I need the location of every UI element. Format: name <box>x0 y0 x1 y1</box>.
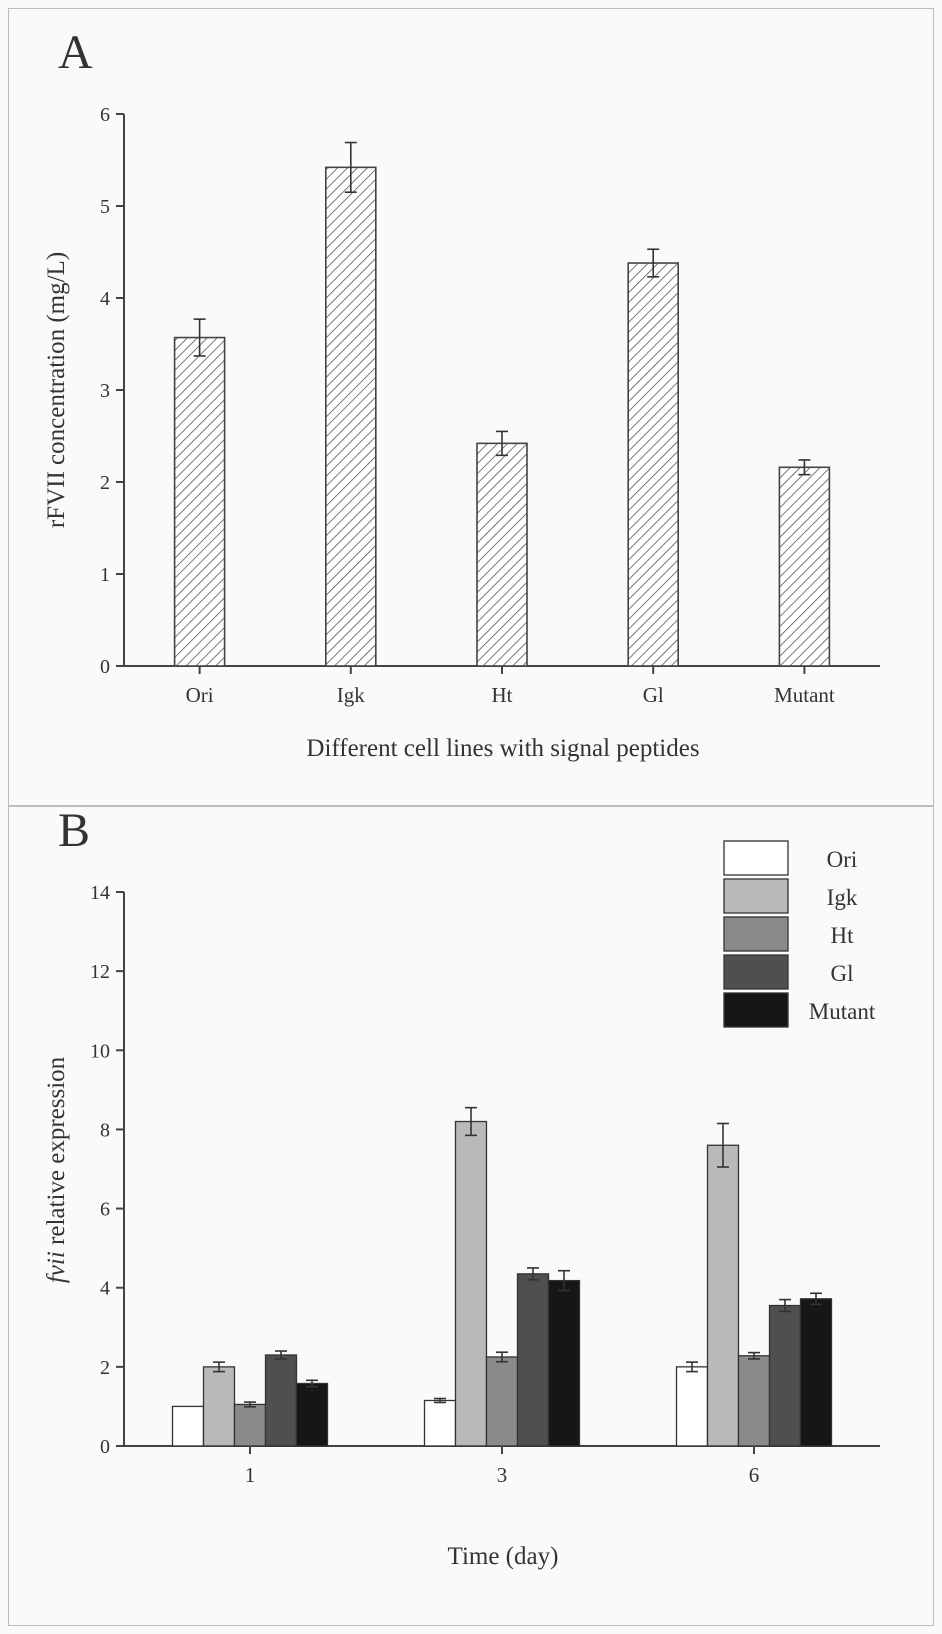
legend-label-ori: Ori <box>827 847 858 872</box>
panel-a-x-tick-label: Mutant <box>774 683 835 707</box>
panel-b-bar-ht-day-6 <box>737 1355 771 1447</box>
panel-a-y-tick-label: 0 <box>100 656 110 678</box>
panel-b-y-axis-title-rest: relative expression <box>43 1056 70 1251</box>
panel-b-y-tick-label: 12 <box>90 961 110 983</box>
panel-b-x-tick-label: 6 <box>749 1463 760 1487</box>
panel-a-x-axis-title: Different cell lines with signal peptide… <box>306 735 699 762</box>
panel-b-bar-igk-day-3 <box>454 1120 488 1447</box>
panel-a-x-tick-label: Gl <box>643 683 664 707</box>
panel-b-bar-ht-day-1 <box>233 1403 267 1447</box>
panel-a-y-tick-label: 6 <box>100 104 110 126</box>
panel-b-bar-mutant-day-3 <box>547 1279 581 1447</box>
legend-label-igk: Igk <box>827 885 858 910</box>
legend-swatch-mutant <box>723 992 789 1028</box>
panel-a-x-tick-label: Ht <box>492 683 513 707</box>
panel-b-bar-igk-day-6 <box>706 1144 740 1447</box>
legend-label-gl: Gl <box>831 961 854 986</box>
panel-b-y-tick-label: 2 <box>100 1357 110 1379</box>
legend-swatch-igk <box>723 878 789 914</box>
panel-b-x-tick-label: 3 <box>497 1463 508 1487</box>
panel-a-bar-igk <box>324 166 377 667</box>
panel-b-y-tick-label: 6 <box>100 1199 110 1221</box>
panel-a-bar-ht <box>476 442 528 667</box>
panel-b <box>8 806 934 1626</box>
panel-a <box>8 8 934 806</box>
panel-a-y-tick-label: 2 <box>100 472 110 494</box>
panel-b-y-axis-title: fvii relative expression <box>43 1056 70 1283</box>
panel-b-bar-mutant-day-6 <box>799 1298 833 1447</box>
panel-b-bar-igk-day-1 <box>202 1366 236 1447</box>
panel-b-x-axis-title: Time (day) <box>448 1543 559 1570</box>
panel-a-y-tick-label: 5 <box>100 196 110 218</box>
panel-a-x-tick-label: Igk <box>337 683 365 707</box>
panel-b-bar-ori-day-6 <box>675 1366 709 1447</box>
panel-b-x-tick-label: 1 <box>245 1463 256 1487</box>
panel-a-y-tick-label: 4 <box>100 288 110 310</box>
panel-b-y-tick-label: 10 <box>90 1040 110 1062</box>
legend-label-mutant: Mutant <box>809 999 876 1024</box>
panel-b-y-tick-label: 8 <box>100 1119 110 1141</box>
legend-swatch-gl <box>723 954 789 990</box>
panel-a-plot: 0 1 2 3 4 5 6 Ori Igk Ht Gl Mutant <box>100 104 880 707</box>
legend-swatch-ht <box>723 916 789 952</box>
legend-label-ht: Ht <box>831 923 855 948</box>
panel-a-x-tick-label: Ori <box>186 683 214 707</box>
panel-a-bar-mutant <box>778 466 831 667</box>
panel-b-bar-gl-day-1 <box>264 1354 298 1447</box>
panel-b-y-tick-label: 4 <box>100 1278 110 1300</box>
panel-a-bar-ori <box>173 336 226 667</box>
panel-b-bar-gl-day-6 <box>768 1304 802 1447</box>
panel-b-bar-ori-day-3 <box>423 1399 457 1447</box>
panel-b-y-tick-label: 14 <box>90 882 110 904</box>
panel-b-bar-ori-day-1 <box>171 1405 205 1447</box>
panel-b-y-tick-label: 0 <box>100 1436 110 1458</box>
legend-swatch-ori <box>723 840 789 876</box>
panel-b-y-axis-title-italic: fvii <box>43 1251 70 1283</box>
panel-b-bar-gl-day-3 <box>516 1273 550 1447</box>
panel-a-y-axis-title: rFVII concentration (mg/L) <box>43 252 70 528</box>
panel-a-y-tick-label: 3 <box>100 380 110 402</box>
panel-b-label: B <box>58 804 90 857</box>
panel-b-plot: 0 2 4 6 8 10 12 14 1 3 6 Ori Igk Ht Gl Mutant <box>90 840 880 1487</box>
panel-a-label: A <box>58 26 93 79</box>
panel-b-bar-ht-day-3 <box>485 1356 519 1447</box>
panel-a-y-tick-label: 1 <box>100 564 110 586</box>
panel-b-bar-mutant-day-1 <box>295 1382 329 1447</box>
panel-a-bar-gl <box>627 262 680 667</box>
